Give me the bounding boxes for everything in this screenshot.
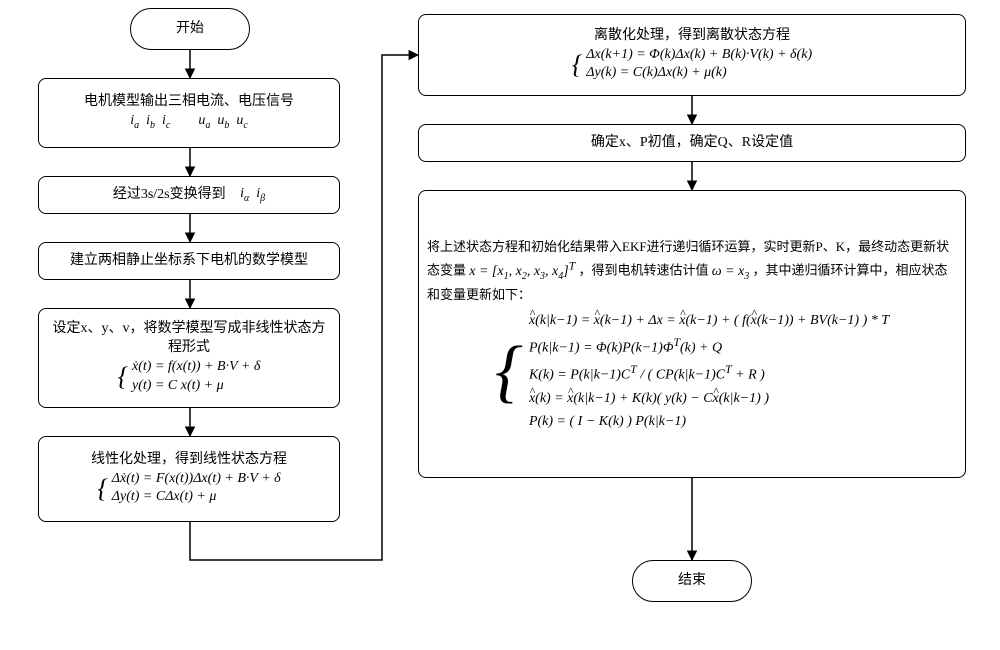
step-title: 电机模型输出三相电流、电压信号 (84, 93, 294, 112)
eq: y(t) = C x(t) + μ (132, 377, 224, 396)
eq: ẋ(t) = f(x(t)) + B·V + δ (132, 358, 260, 377)
step-vars: iα iβ (240, 185, 265, 205)
step-title: 建立两相静止坐标系下电机的数学模型 (70, 252, 308, 271)
eq: Δy(t) = CΔx(t) + μ (112, 488, 217, 507)
end-label: 结束 (678, 572, 706, 591)
step-title: 线性化处理，得到线性状态方程 (91, 451, 287, 470)
step-vars: ia ib ic ua ub uc (130, 112, 248, 132)
step-title: 设定x、y、v，将数学模型写成非线性状态方程形式 (47, 320, 331, 358)
step-nonlinear-state: 设定x、y、v，将数学模型写成非线性状态方程形式 { ẋ(t) = f(x(t)… (38, 308, 340, 408)
step-title: 离散化处理，得到离散状态方程 (594, 27, 790, 46)
step-title: 确定x、P初值，确定Q、R设定值 (591, 134, 793, 153)
step-discretize: 离散化处理，得到离散状态方程 { Δx(k+1) = Φ(k)Δx(k) + B… (418, 14, 966, 96)
step-motor-output: 电机模型输出三相电流、电压信号 ia ib ic ua ub uc (38, 78, 340, 148)
eq: x(k) = x(k|k−1) + K(k)( y(k) − Cx(k|k−1)… (529, 390, 769, 409)
eq: Δẋ(t) = F(x(t))Δx(t) + B·V + δ (112, 470, 281, 489)
eq: x(k|k−1) = x(k−1) + Δx = x(k−1) + ( f(x(… (529, 312, 889, 331)
step-para: 将上述状态方程和初始化结果带入EKF进行递归循环运算，实时更新P、K，最终动态更… (427, 237, 957, 306)
step-3s2s-transform: 经过3s/2s变换得到 iα iβ (38, 176, 340, 214)
eq: P(k) = ( I − K(k) ) P(k|k−1) (529, 413, 686, 432)
eq: Δx(k+1) = Φ(k)Δx(k) + B(k)·V(k) + δ(k) (586, 46, 812, 65)
eq: P(k|k−1) = Φ(k)P(k−1)ΦT(k) + Q (529, 335, 722, 359)
step-linearize: 线性化处理，得到线性状态方程 { Δẋ(t) = F(x(t))Δx(t) + … (38, 436, 340, 522)
step-init-values: 确定x、P初值，确定Q、R设定值 (418, 124, 966, 162)
start-terminator: 开始 (130, 8, 250, 50)
eq: Δy(k) = C(k)Δx(k) + μ(k) (586, 64, 726, 83)
step-math-model: 建立两相静止坐标系下电机的数学模型 (38, 242, 340, 280)
step-title: 经过3s/2s变换得到 (113, 186, 226, 205)
start-label: 开始 (176, 20, 204, 39)
eq: K(k) = P(k|k−1)CT / ( CP(k|k−1)CT + R ) (529, 362, 765, 386)
end-terminator: 结束 (632, 560, 752, 602)
step-ekf-recursion: 将上述状态方程和初始化结果带入EKF进行递归循环运算，实时更新P、K，最终动态更… (418, 190, 966, 478)
